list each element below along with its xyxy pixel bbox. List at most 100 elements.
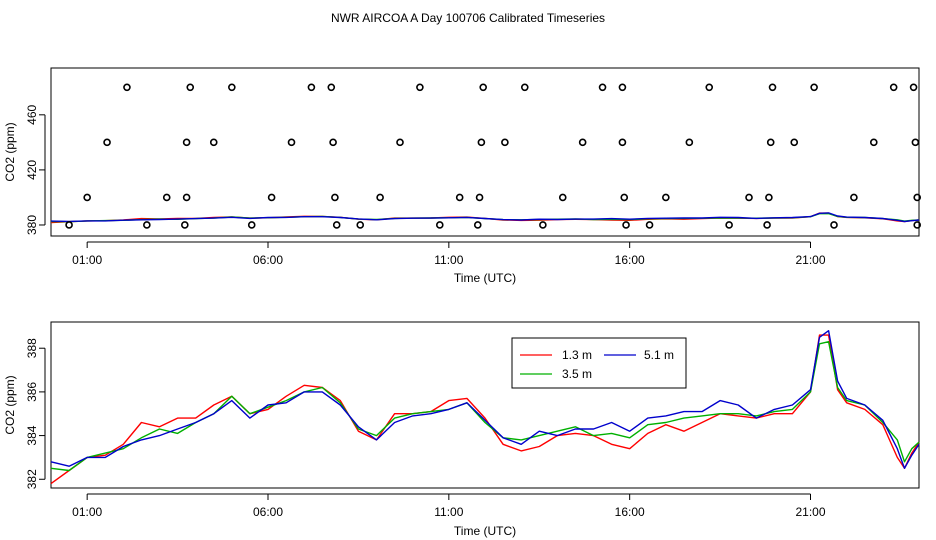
top-x-tick-label: 06:00: [253, 253, 283, 267]
calibration-point: [830, 221, 838, 229]
bottom-y-tick-label: 388: [25, 338, 39, 358]
calibration-point: [332, 221, 341, 229]
top-y-tick-label: 380: [25, 215, 39, 235]
calibration-point: [473, 221, 482, 229]
calibration-point: [83, 193, 91, 202]
calibration-point: [416, 83, 424, 92]
calibration-point: [327, 83, 336, 92]
calibration-point: [267, 193, 276, 202]
top-series-line-5-1-m: [50, 212, 920, 223]
calibration-point: [790, 138, 799, 147]
calibration-point: [162, 193, 171, 202]
calibration-point: [103, 138, 111, 147]
calibration-point: [911, 138, 920, 147]
calibration-point: [725, 221, 733, 229]
calibration-point: [287, 138, 296, 147]
calibration-point: [869, 138, 878, 147]
calibration-point: [331, 193, 339, 202]
calibration-point: [455, 193, 464, 202]
top-y-tick-label: 460: [25, 104, 39, 124]
legend: 1.3 m 3.5 m 5.1 m: [511, 337, 687, 389]
series-line-5-1-m: [50, 330, 920, 469]
calibration-point: [810, 83, 818, 92]
calibration-point: [889, 83, 898, 92]
top-panel: 01:00 06:00 11:00 16:00 21:00 380 420 460 Time…: [3, 67, 921, 285]
calibration-point: [913, 193, 921, 202]
top-x-tick-label: 16:00: [615, 253, 645, 267]
calibration-point: [768, 83, 777, 92]
calibration-point: [123, 83, 131, 92]
calibration-point: [618, 138, 627, 147]
top-x-axis: 01:00 06:00 11:00 16:00 21:00: [72, 241, 826, 267]
chart-title: NWR AIRCOA A Day 100706 Calibrated Times…: [331, 11, 605, 25]
bottom-panel: 01:00 06:00 11:00 16:00 21:00 382 384 386 388 T…: [3, 321, 920, 538]
legend-box: [511, 337, 687, 389]
calibration-point: [705, 83, 714, 92]
calibration-point: [396, 138, 404, 147]
top-y-axis-label: CO2 (ppm): [3, 122, 17, 181]
calibration-point: [745, 193, 753, 202]
bottom-x-tick-label: 06:00: [253, 505, 283, 519]
calibration-point: [913, 221, 921, 229]
bottom-y-tick-label: 382: [25, 469, 39, 489]
top-x-tick-label: 01:00: [72, 253, 102, 267]
calibration-point: [376, 193, 384, 202]
calibration-point: [143, 221, 151, 229]
calibration-point: [247, 221, 256, 229]
bottom-x-axis-label: Time (UTC): [454, 524, 516, 538]
top-calibration-points: [65, 83, 921, 229]
bottom-y-tick-label: 384: [25, 425, 39, 445]
calibration-point: [645, 221, 654, 229]
calibration-point: [479, 83, 487, 92]
calibration-point: [435, 221, 444, 229]
calibration-point: [186, 83, 195, 92]
calibration-point: [520, 83, 529, 92]
calibration-point: [850, 193, 858, 202]
calibration-point: [685, 138, 694, 147]
calibration-point: [765, 193, 773, 202]
bottom-y-tick-label: 386: [25, 382, 39, 402]
legend-label-5-1m: 5.1 m: [644, 348, 674, 362]
calibration-point: [182, 138, 191, 147]
bottom-x-tick-label: 21:00: [795, 505, 825, 519]
top-x-tick-label: 21:00: [795, 253, 825, 267]
calibration-point: [558, 193, 567, 202]
calibration-point: [662, 193, 670, 202]
top-y-axis: 380 420 460: [25, 104, 46, 235]
calibration-point: [620, 193, 629, 202]
calibration-point: [763, 221, 771, 229]
calibration-point: [475, 193, 484, 202]
top-x-tick-label: 11:00: [434, 253, 463, 267]
calibration-point: [909, 83, 918, 92]
calibration-point: [307, 83, 316, 92]
bottom-series-lines: [50, 330, 920, 485]
legend-label-1-3m: 1.3 m: [562, 348, 592, 362]
bottom-x-tick-label: 16:00: [615, 505, 645, 519]
top-x-axis-label: Time (UTC): [454, 271, 516, 285]
calibration-point: [578, 138, 587, 147]
calibration-point: [209, 138, 218, 147]
calibration-point: [622, 221, 630, 229]
calibration-point: [329, 138, 337, 147]
bottom-x-tick-label: 01:00: [72, 505, 102, 519]
bottom-y-axis: 382 384 386 388: [25, 338, 46, 489]
top-series-lines: [50, 212, 920, 224]
bottom-y-axis-label: CO2 (ppm): [3, 375, 17, 434]
calibration-point: [539, 221, 547, 229]
bottom-x-tick-label: 11:00: [434, 505, 463, 519]
calibration-point: [766, 138, 775, 147]
calibration-point: [618, 83, 627, 92]
calibration-point: [477, 138, 486, 147]
calibration-point: [356, 221, 365, 229]
top-plot-frame: [50, 67, 920, 237]
calibration-point: [228, 83, 236, 92]
calibration-point: [181, 221, 189, 229]
bottom-plot-frame: [50, 321, 920, 489]
calibration-point: [598, 83, 607, 92]
bottom-x-axis: 01:00 06:00 11:00 16:00 21:00: [72, 493, 826, 519]
top-y-tick-label: 420: [25, 160, 39, 180]
calibration-point: [65, 221, 73, 229]
calibration-point: [182, 193, 191, 202]
legend-label-3-5m: 3.5 m: [562, 367, 592, 381]
